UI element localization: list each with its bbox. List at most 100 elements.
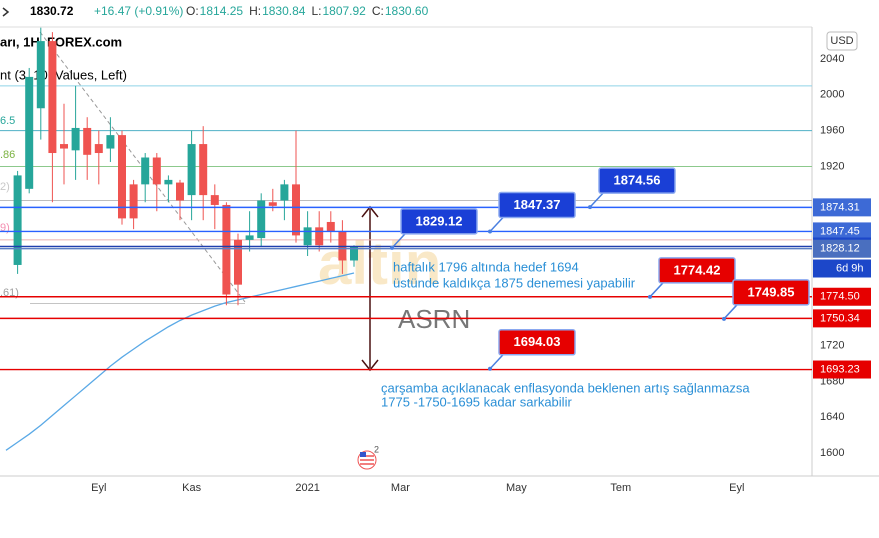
candle-body	[71, 127, 80, 151]
candle-body	[350, 247, 358, 261]
price-label-box	[813, 287, 871, 306]
x-tick-label: May	[506, 482, 527, 494]
x-tick-label: Mar	[391, 482, 410, 494]
price-label-box	[813, 309, 871, 328]
y-tick-label: 1720	[820, 339, 844, 351]
countdown-box	[813, 259, 871, 278]
price-label-box	[813, 360, 871, 379]
countdown: 6d 9h	[836, 262, 864, 274]
y-tick-label: 1920	[820, 160, 844, 172]
callout-box	[598, 167, 676, 194]
candle-body	[176, 182, 184, 201]
candle-body	[129, 184, 138, 219]
candle-body	[222, 204, 231, 295]
candle-body	[245, 235, 254, 240]
flag-canton	[360, 452, 366, 457]
ohlc-value: 1830.84	[262, 4, 306, 18]
ohlc-key: O:	[186, 4, 199, 18]
callout-pointer	[489, 216, 504, 233]
indicator: nt (3, 10, Values, Left)	[0, 67, 127, 82]
callout-label: 1694.03	[514, 334, 561, 349]
moving-average	[5, 272, 355, 451]
y-tick-label: 1600	[820, 447, 844, 459]
y-tick-label: 2000	[820, 89, 844, 101]
callout-box	[498, 191, 576, 219]
ohlc-key: H:	[249, 4, 261, 18]
candle-body	[257, 200, 266, 239]
candle-body	[83, 127, 92, 155]
callout-point	[390, 245, 394, 250]
symbol: arı, 1H, FOREX.com	[0, 34, 122, 49]
ohlc-value: 1830.60	[385, 4, 429, 18]
y-tick-label: 1640	[820, 411, 844, 423]
candle-body	[60, 144, 68, 149]
candle-body	[234, 239, 242, 285]
side-label: .86	[0, 149, 15, 161]
annotation: 1775 -1750-1695 kadar sarkabilir	[381, 394, 572, 409]
candle-body	[94, 144, 103, 154]
price-label: 1874.31	[820, 201, 860, 213]
callout-pointer	[391, 233, 406, 249]
candle-body	[141, 157, 150, 185]
candle-body	[268, 202, 277, 206]
candle-body	[106, 135, 115, 149]
callout-label: 1749.85	[748, 284, 795, 299]
callout-pointer	[589, 192, 604, 208]
annotation: haftalık 1796 altında hedef 1694	[393, 259, 579, 274]
callout-label: 1829.12	[416, 213, 463, 228]
candle-body	[210, 195, 219, 205]
callout-label: 1874.56	[614, 173, 661, 188]
side-label: 9)	[0, 222, 10, 234]
candle-body	[36, 41, 45, 109]
callout-box	[732, 279, 810, 306]
candle-body	[303, 227, 312, 246]
ohlc-key: L:	[311, 4, 321, 18]
candle-body	[164, 179, 173, 185]
candle-body	[199, 144, 208, 196]
price-label: 1750.34	[820, 312, 860, 324]
candle-body	[152, 157, 161, 185]
candle-body	[326, 221, 335, 232]
y-tick-label: 1960	[820, 125, 844, 137]
last-price: 1830.72	[30, 4, 74, 18]
callout-point	[648, 294, 652, 299]
currency: USD	[830, 35, 853, 47]
callout-pointer	[649, 282, 664, 298]
price-label-box	[813, 198, 871, 217]
callout-box	[400, 208, 478, 235]
x-tick-label: 2021	[295, 482, 319, 494]
annotation: üstünde kaldıkça 1875 denemesi yapabilir	[393, 275, 636, 290]
side-label: 2)	[0, 181, 10, 193]
callout-pointer	[723, 304, 738, 320]
candle-body	[118, 135, 126, 219]
price-label: 1847.45	[820, 225, 860, 237]
collapse-icon	[2, 7, 10, 17]
x-tick-label: Eyl	[91, 482, 106, 494]
ohlc-value: 1814.25	[200, 4, 244, 18]
currency-box[interactable]	[826, 31, 858, 51]
price-label-box	[813, 239, 871, 258]
callout-box	[498, 329, 576, 356]
candle-body	[187, 144, 196, 196]
candle-body	[280, 184, 289, 201]
callout-label: 1847.37	[514, 197, 561, 212]
candle-body	[292, 184, 300, 236]
x-tick-label: Eyl	[729, 482, 744, 494]
callout-box	[658, 257, 736, 284]
callout-point	[488, 229, 492, 234]
candle-body	[13, 175, 22, 265]
x-tick-label: Tem	[610, 482, 631, 494]
annotation: çarşamba açıklanacak enflasyonda beklene…	[381, 380, 750, 395]
candle-body	[315, 227, 324, 246]
change: +16.47 (+0.91%)	[94, 4, 183, 18]
callout-point	[588, 205, 592, 210]
candle-body	[48, 41, 57, 154]
x-tick-label: Kas	[182, 482, 201, 494]
ohlc-key: C:	[372, 4, 384, 18]
price-label-box	[813, 222, 871, 241]
price-label: 1693.23	[820, 363, 860, 375]
price-label: 1774.50	[820, 291, 860, 303]
side-label: 6.5	[0, 115, 15, 127]
y-tick-label: 2040	[820, 53, 844, 65]
